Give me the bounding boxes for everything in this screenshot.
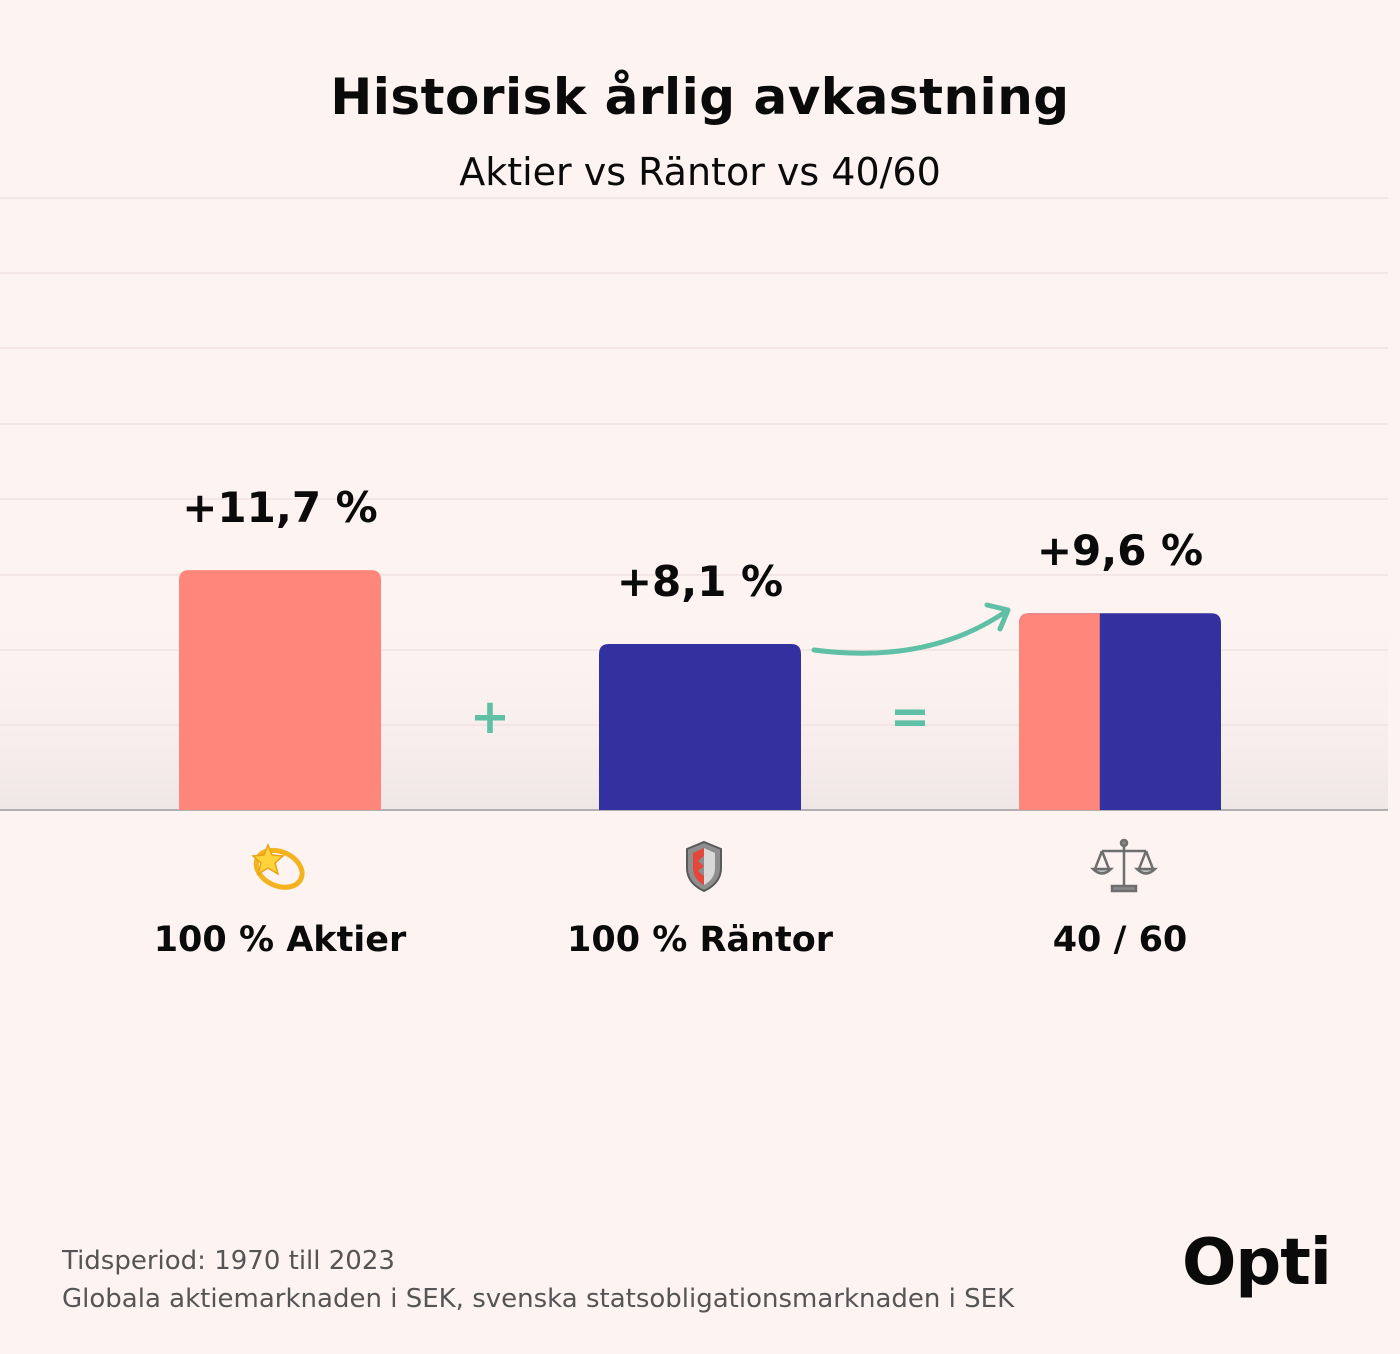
data-label: +9,6 % xyxy=(1037,526,1203,575)
curved-arrow-icon xyxy=(811,602,1011,656)
operators: + = xyxy=(470,689,930,745)
dizzy-star-icon xyxy=(251,842,305,890)
bar-bonds xyxy=(599,643,801,810)
bar-40-60-stocks xyxy=(1019,613,1100,810)
category-labels: 100 % Aktier 100 % Räntor 40 / 60 xyxy=(154,920,1188,960)
category-label: 40 / 60 xyxy=(1053,920,1188,960)
balance-scale-icon xyxy=(1089,838,1159,893)
category-icons xyxy=(251,838,1159,893)
opti-logo: Opti xyxy=(1182,1226,1342,1318)
bars xyxy=(179,570,1221,810)
logo-text: Opti xyxy=(1182,1226,1332,1300)
bar-stocks xyxy=(179,570,381,810)
bar-chart: +11,7 %+8,1 %+9,6 % + = 100 % Aktier 100 %… xyxy=(0,197,1388,960)
footnote-period: Tidsperiod: 1970 till 2023 xyxy=(62,1246,395,1276)
data-label: +11,7 % xyxy=(182,483,378,532)
data-labels: +11,7 % +8,1 % +9,6 % xyxy=(182,483,1203,606)
footnote-source: Globala aktiemarknaden i SEK, svenska st… xyxy=(62,1284,1015,1314)
footnote: Tidsperiod: 1970 till 2023 Globala aktie… xyxy=(62,1242,1014,1318)
chart-title: Historisk årlig avkastning xyxy=(330,68,1070,126)
shield-icon xyxy=(686,840,722,893)
category-label: 100 % Räntor xyxy=(567,920,834,960)
chart-subtitle: Aktier vs Räntor vs 40/60 xyxy=(459,150,941,194)
equals-operator: = xyxy=(890,689,930,745)
category-label: 100 % Aktier xyxy=(154,920,407,960)
data-label: +8,1 % xyxy=(617,557,783,606)
plus-operator: + xyxy=(470,689,510,745)
